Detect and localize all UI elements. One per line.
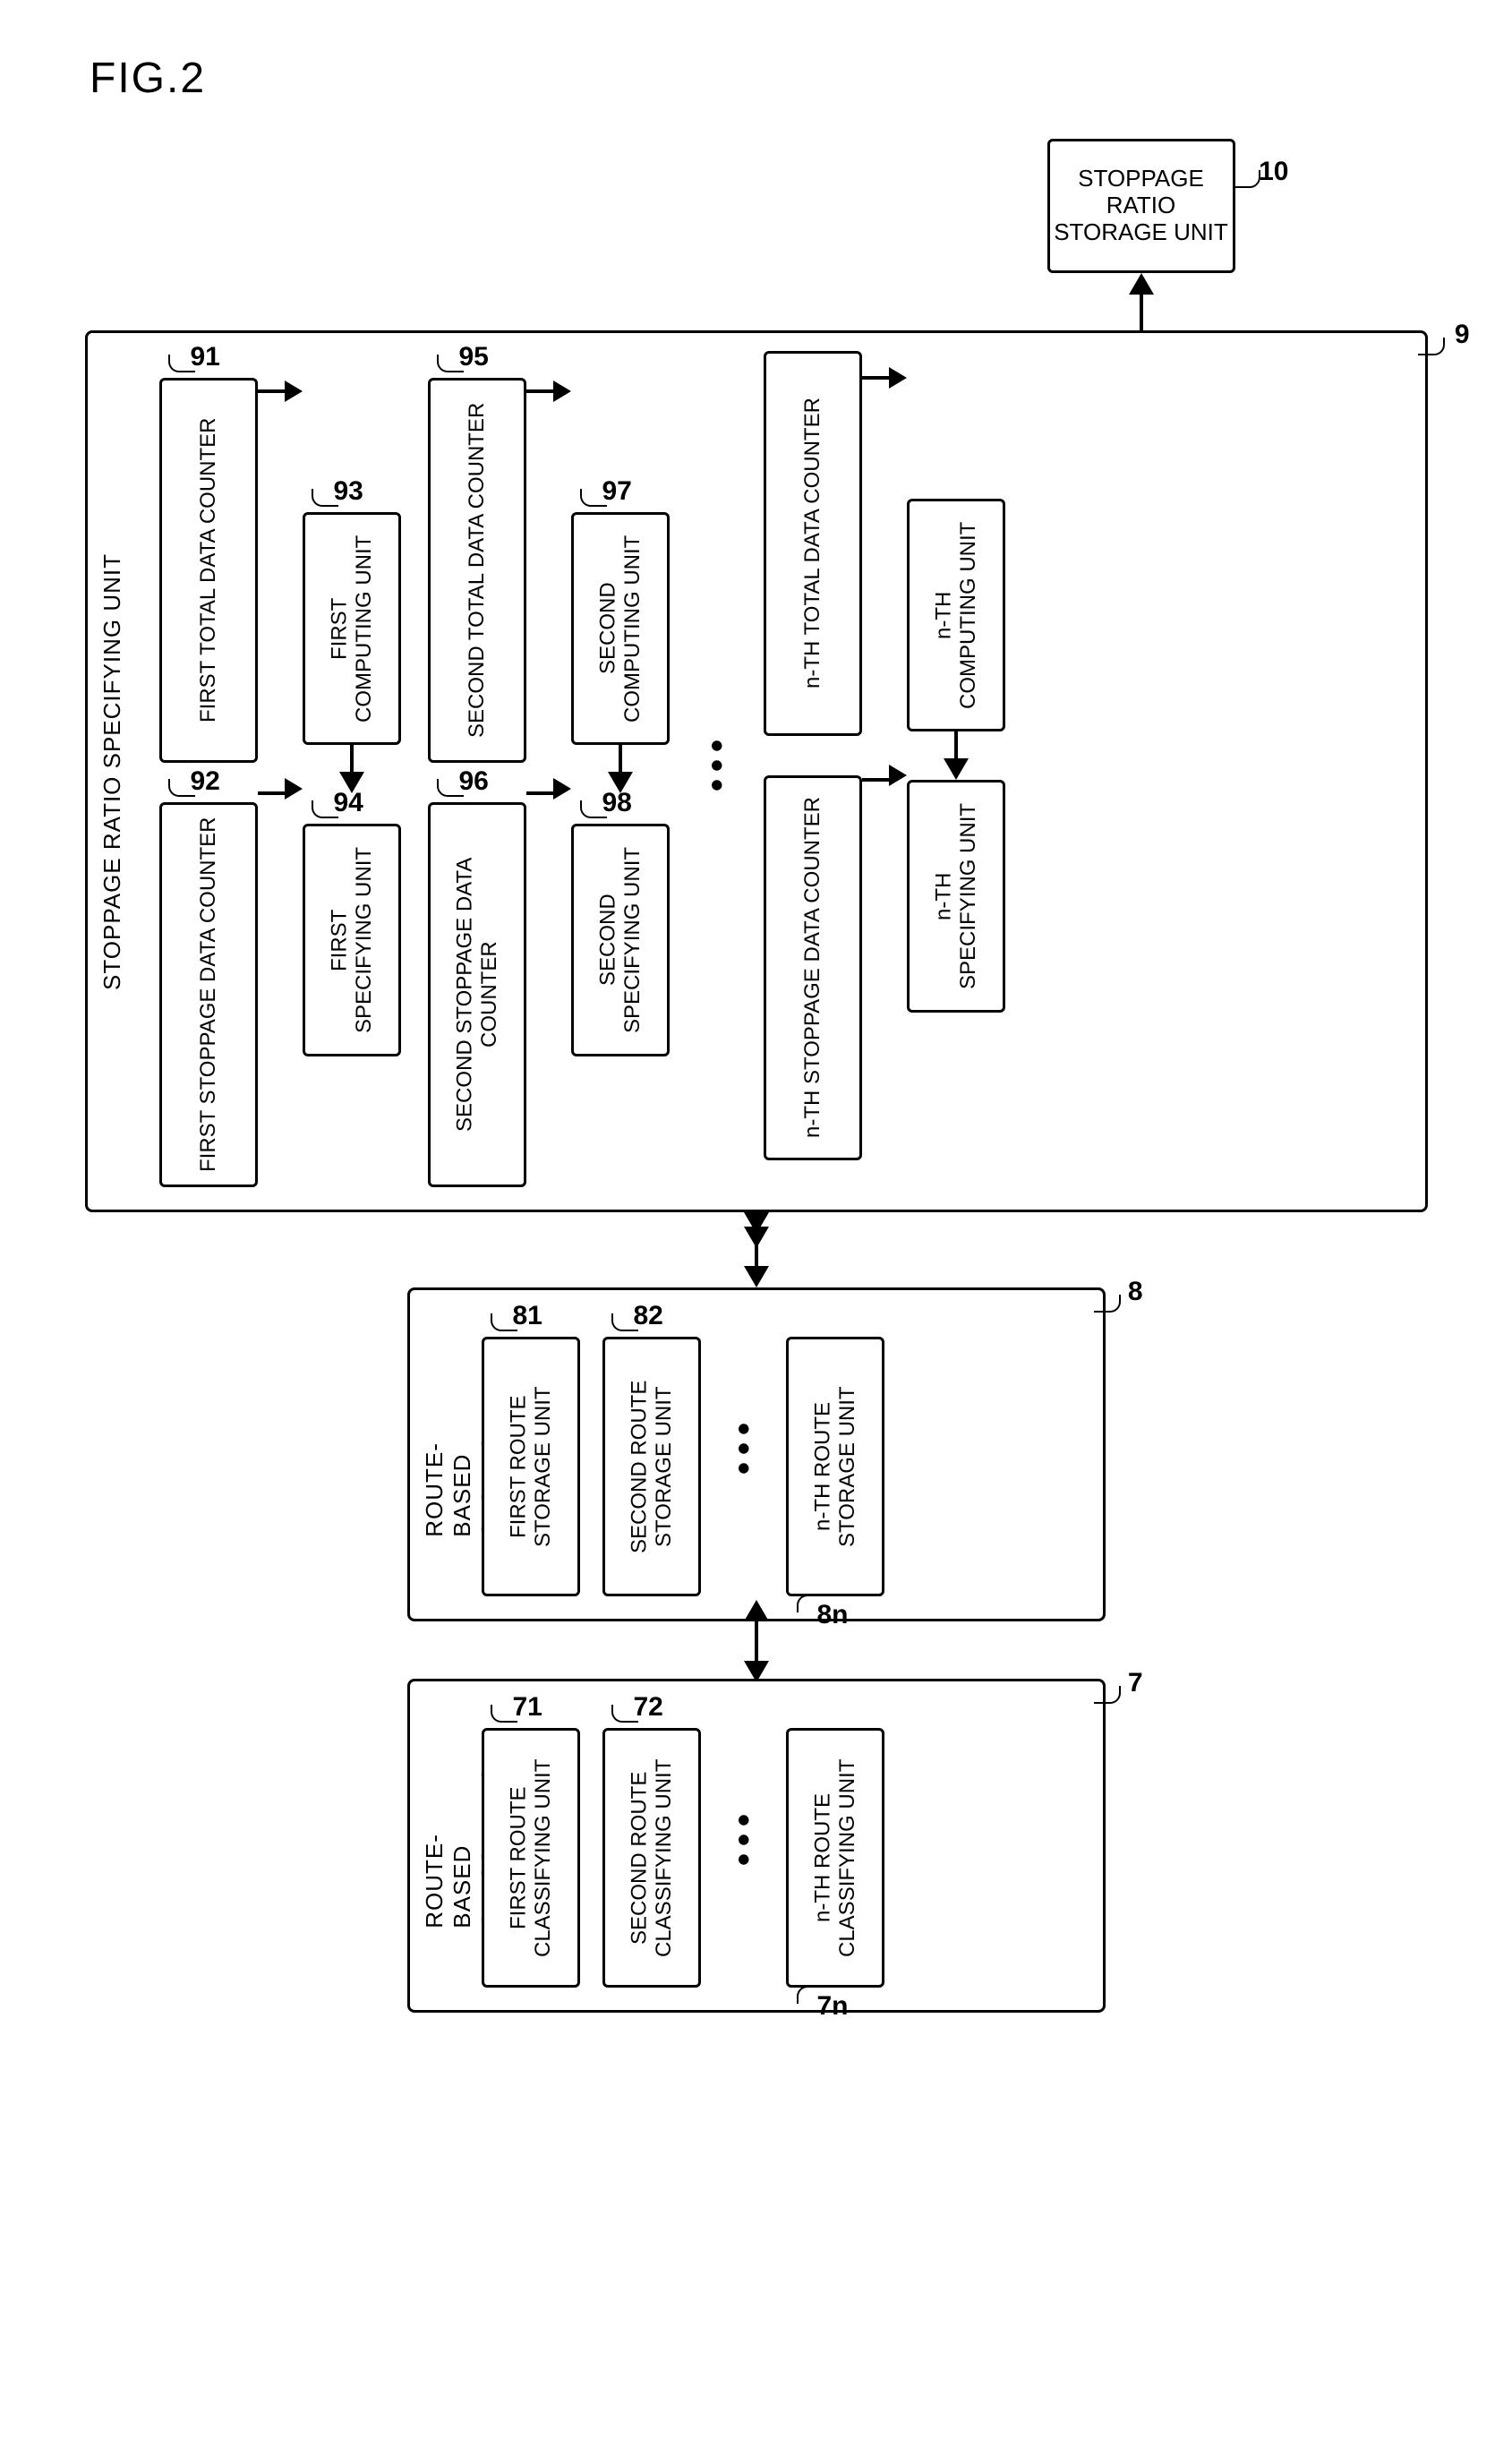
dots-1: •••	[696, 715, 737, 823]
dots-3: •••	[723, 1814, 764, 1873]
specifying-unit-label: STOPPAGE RATIO SPECIFYING UNIT	[98, 553, 126, 990]
ref-92-tick	[168, 779, 195, 797]
nth-total-counter: n-TH TOTAL DATA COUNTER	[764, 351, 862, 736]
ref-8-tick	[1094, 1295, 1121, 1313]
second-route-classifying-label: SECOND ROUTE CLASSIFYING UNIT	[627, 1758, 676, 1956]
ref-93-tick	[312, 489, 338, 507]
classifying-inner: 71 FIRST ROUTE CLASSIFYING UNIT 72 SECON…	[482, 1699, 1081, 1988]
ref-96-tick	[437, 779, 464, 797]
ref-7-tick	[1094, 1686, 1121, 1704]
arrow-7-stem	[755, 1621, 758, 1679]
nth-route-classifying-label: n-TH ROUTE CLASSIFYING UNIT	[810, 1758, 859, 1956]
stoppage-storage-label: STOPPAGE RATIO STORAGE UNIT	[1050, 166, 1233, 246]
arrow-8-up	[744, 1227, 769, 1287]
ref-7n-tick	[797, 1986, 824, 2004]
nth-route-storage-label: n-TH ROUTE STORAGE UNIT	[810, 1386, 859, 1547]
first-total-label: FIRST TOTAL DATA COUNTER	[196, 418, 221, 723]
ref-9-tick	[1418, 338, 1445, 355]
classifying-unit-box: 7 ROUTE-BASED CLASSIFYING UNIT 71 FIRST …	[407, 1679, 1106, 2013]
diagram-root: 10 STOPPAGE RATIO STORAGE UNIT 9 STOPPAG…	[36, 139, 1476, 2013]
nth-route-classifying: n-TH ROUTE CLASSIFYING UNIT	[786, 1728, 884, 1988]
first-stoppage-label: FIRST STOPPAGE DATA COUNTER	[196, 817, 221, 1173]
second-total-counter: SECOND TOTAL DATA COUNTER	[428, 378, 526, 763]
first-route-classifying: FIRST ROUTE CLASSIFYING UNIT	[482, 1728, 580, 1988]
first-stoppage-counter: FIRST STOPPAGE DATA COUNTER	[159, 802, 258, 1187]
second-specifying: SECOND SPECIFYING UNIT	[571, 824, 670, 1056]
second-route-classifying: SECOND ROUTE CLASSIFYING UNIT	[602, 1728, 701, 1988]
first-specifying-label: FIRST SPECIFYING UNIT	[327, 847, 376, 1033]
nth-stoppage-counter: n-TH STOPPAGE DATA COUNTER	[764, 775, 862, 1160]
specifying-unit-box: 9 STOPPAGE RATIO SPECIFYING UNIT 91 FIRS…	[85, 330, 1428, 1212]
first-route-storage-label: FIRST ROUTE STORAGE UNIT	[506, 1386, 555, 1547]
spec-group-1: 91 FIRST TOTAL DATA COUNTER 92 FIRST STO…	[159, 351, 401, 1187]
nth-stoppage-label: n-TH STOPPAGE DATA COUNTER	[800, 798, 825, 1139]
stoppage-storage-box: STOPPAGE RATIO STORAGE UNIT	[1047, 139, 1235, 273]
second-computing-label: SECOND COMPUTING UNIT	[595, 535, 645, 722]
second-computing: SECOND COMPUTING UNIT	[571, 512, 670, 745]
nth-computing: n-TH COMPUTING UNIT	[907, 499, 1005, 731]
nth-total-label: n-TH TOTAL DATA COUNTER	[800, 398, 825, 689]
storage-unit-box: 8 ROUTE-BASED STORAGE UNIT 81 FIRST ROUT…	[407, 1287, 1106, 1621]
ref-72-tick	[611, 1705, 638, 1723]
nth-route-storage: n-TH ROUTE STORAGE UNIT	[786, 1337, 884, 1596]
ref-95-tick	[437, 355, 464, 372]
first-computing: FIRST COMPUTING UNIT	[303, 512, 401, 745]
first-route-storage: FIRST ROUTE STORAGE UNIT	[482, 1337, 580, 1596]
second-specifying-label: SECOND SPECIFYING UNIT	[595, 847, 645, 1033]
ref-71-tick	[491, 1705, 517, 1723]
dots-2: •••	[723, 1423, 764, 1482]
nth-specifying: n-TH SPECIFYING UNIT	[907, 780, 1005, 1013]
ref-10-tick	[1234, 170, 1260, 188]
ref-91-tick	[168, 355, 195, 372]
second-route-storage-label: SECOND ROUTE STORAGE UNIT	[627, 1380, 676, 1552]
arrow-to-storage	[1129, 273, 1154, 330]
specifying-inner: 91 FIRST TOTAL DATA COUNTER 92 FIRST STO…	[159, 351, 1403, 1187]
spec-group-2: 95 SECOND TOTAL DATA COUNTER 96 SECOND S…	[428, 351, 670, 1187]
ref-98-tick	[580, 800, 607, 818]
first-route-classifying-label: FIRST ROUTE CLASSIFYING UNIT	[506, 1758, 555, 1956]
first-specifying: FIRST SPECIFYING UNIT	[303, 824, 401, 1056]
second-route-storage: SECOND ROUTE STORAGE UNIT	[602, 1337, 701, 1596]
ref-8: 8	[1128, 1277, 1143, 1307]
ref-8n-tick	[797, 1595, 824, 1612]
first-computing-label: FIRST COMPUTING UNIT	[327, 535, 376, 722]
second-stoppage-label: SECOND STOPPAGE DATA COUNTER	[452, 805, 501, 1185]
ref-94-tick	[312, 800, 338, 818]
ref-10: 10	[1259, 157, 1288, 187]
ref-9: 9	[1455, 320, 1470, 350]
second-stoppage-counter: SECOND STOPPAGE DATA COUNTER	[428, 802, 526, 1187]
ref-97-tick	[580, 489, 607, 507]
figure-title: FIG.2	[90, 54, 1476, 103]
ref-82-tick	[611, 1313, 638, 1331]
nth-computing-label: n-TH COMPUTING UNIT	[931, 521, 980, 708]
storage-inner: 81 FIRST ROUTE STORAGE UNIT 82 SECOND RO…	[482, 1308, 1081, 1596]
stoppage-storage-group: 10 STOPPAGE RATIO STORAGE UNIT	[1047, 139, 1235, 273]
nth-specifying-label: n-TH SPECIFYING UNIT	[931, 803, 980, 989]
first-total-counter: FIRST TOTAL DATA COUNTER	[159, 378, 258, 763]
ref-81-tick	[491, 1313, 517, 1331]
second-total-label: SECOND TOTAL DATA COUNTER	[465, 403, 490, 738]
ref-7: 7	[1128, 1668, 1143, 1698]
spec-group-n: n-TH TOTAL DATA COUNTER n-TH STOPPAGE DA…	[764, 351, 1005, 1160]
